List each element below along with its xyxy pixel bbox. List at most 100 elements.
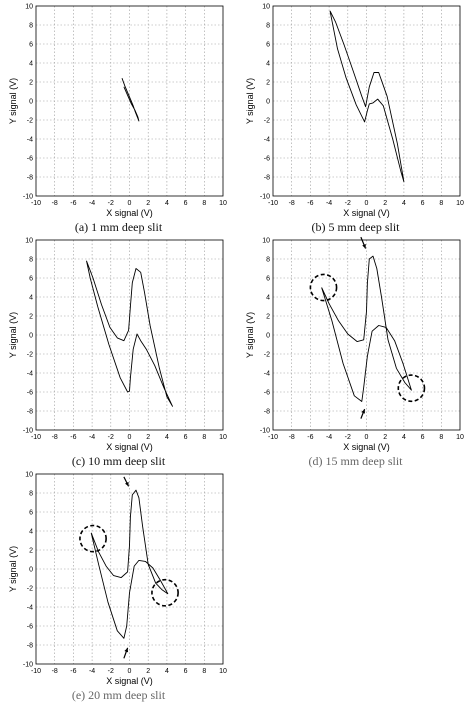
y-axis-label: Y signal (V) <box>8 312 18 358</box>
x-tick-label: 0 <box>128 200 132 207</box>
y-tick-label: -6 <box>264 156 270 163</box>
y-tick-label: 2 <box>29 548 33 555</box>
y-tick-label: -8 <box>27 643 33 650</box>
x-axis-label: X signal (V) <box>343 442 390 452</box>
x-tick-label: 8 <box>439 200 443 207</box>
x-tick-label: 8 <box>202 434 206 441</box>
y-tick-label: -6 <box>27 156 33 163</box>
series-line <box>321 255 412 402</box>
x-tick-label: -8 <box>52 200 58 207</box>
x-tick-label: 4 <box>402 200 406 207</box>
x-tick-label: -2 <box>108 434 114 441</box>
y-tick-label: -2 <box>27 586 33 593</box>
panel-caption: (c) 10 mm deep slit <box>71 454 166 468</box>
y-tick-label: -10 <box>23 662 33 669</box>
x-tick-label: 8 <box>202 200 206 207</box>
plot-frame <box>272 239 461 431</box>
x-tick-label: 10 <box>456 434 464 441</box>
highlight-circle <box>397 374 426 403</box>
x-tick-label: -4 <box>326 434 332 441</box>
y-tick-label: 10 <box>25 472 33 479</box>
x-axis-label: X signal (V) <box>343 208 390 218</box>
panel-caption: (d) 15 mm deep slit <box>308 454 403 468</box>
y-axis-label: Y signal (V) <box>245 312 255 358</box>
x-tick-label: 6 <box>184 434 188 441</box>
y-tick-label: -10 <box>23 194 33 201</box>
x-tick-label: 10 <box>456 200 464 207</box>
y-tick-label: -2 <box>264 352 270 359</box>
y-tick-label: 8 <box>29 257 33 264</box>
y-tick-label: 10 <box>25 4 33 11</box>
y-tick-label: 6 <box>29 42 33 49</box>
y-tick-label: -4 <box>264 371 270 378</box>
y-tick-label: 0 <box>29 99 33 106</box>
series-line <box>329 10 405 183</box>
x-axis-label: X signal (V) <box>106 442 153 452</box>
x-tick-label: 4 <box>402 434 406 441</box>
highlight-circle <box>309 273 338 302</box>
x-tick-label: -2 <box>345 200 351 207</box>
x-axis-label: X signal (V) <box>106 208 153 218</box>
highlight-circle <box>151 578 179 607</box>
panel-caption: (a) 1 mm deep slit <box>74 220 163 234</box>
y-tick-label: -10 <box>260 194 270 201</box>
y-tick-label: 0 <box>29 567 33 574</box>
highlight-circle <box>79 524 107 553</box>
y-tick-label: 2 <box>266 314 270 321</box>
panel-caption: (e) 20 mm deep slit <box>71 688 166 702</box>
plot-frame <box>35 5 224 197</box>
y-tick-label: 4 <box>29 61 33 68</box>
chart-d: -10 -8 -6 -4 -2 0 2 4 6 8 10 -10 -8 -6 -4 -2 0 2 4 6 8 10 X si… <box>245 236 464 452</box>
x-tick-label: 6 <box>184 200 188 207</box>
x-tick-label: -8 <box>289 434 295 441</box>
y-tick-label: -2 <box>264 118 270 125</box>
x-tick-label: 4 <box>165 668 169 675</box>
y-tick-label: -8 <box>264 409 270 416</box>
y-tick-label: -6 <box>27 624 33 631</box>
x-tick-label: 4 <box>165 434 169 441</box>
x-tick-label: 2 <box>146 668 150 675</box>
y-tick-label: -10 <box>23 428 33 435</box>
y-tick-label: 8 <box>266 257 270 264</box>
y-tick-label: 8 <box>266 23 270 30</box>
y-tick-label: 6 <box>266 276 270 283</box>
plot-frame <box>35 473 224 665</box>
panel-e: -10 -8 -6 -4 -2 0 2 4 6 8 10 -10 -8 -6 -4 -2 0 2 4 6 8 10 X si… <box>0 468 237 703</box>
arrow-head <box>362 244 366 249</box>
y-tick-label: -2 <box>27 352 33 359</box>
y-tick-label: -6 <box>264 390 270 397</box>
x-tick-label: -4 <box>89 668 95 675</box>
y-tick-label: 4 <box>266 61 270 68</box>
y-tick-label: -8 <box>264 175 270 182</box>
y-tick-label: 6 <box>29 276 33 283</box>
x-tick-label: 8 <box>202 668 206 675</box>
y-tick-label: -10 <box>260 428 270 435</box>
y-tick-label: 8 <box>29 491 33 498</box>
y-axis-label: Y signal (V) <box>8 546 18 592</box>
y-axis-label: Y signal (V) <box>245 78 255 124</box>
x-tick-label: 2 <box>146 434 150 441</box>
x-tick-label: -10 <box>31 668 41 675</box>
x-tick-label: -10 <box>31 434 41 441</box>
y-tick-label: 10 <box>262 4 270 11</box>
x-tick-label: -10 <box>268 200 278 207</box>
y-tick-label: -4 <box>264 137 270 144</box>
x-tick-label: 10 <box>219 434 227 441</box>
x-tick-label: -4 <box>89 434 95 441</box>
x-tick-label: -4 <box>89 200 95 207</box>
y-tick-label: -4 <box>27 371 33 378</box>
x-tick-label: -4 <box>326 200 332 207</box>
y-tick-label: 0 <box>266 333 270 340</box>
panel-caption: (b) 5 mm deep slit <box>311 220 400 234</box>
x-tick-label: 0 <box>365 200 369 207</box>
y-tick-label: 0 <box>266 99 270 106</box>
x-tick-label: -8 <box>289 200 295 207</box>
y-tick-label: 2 <box>29 314 33 321</box>
x-tick-label: 2 <box>146 200 150 207</box>
x-tick-label: -6 <box>307 434 313 441</box>
panel-d: -10 -8 -6 -4 -2 0 2 4 6 8 10 -10 -8 -6 -4 -2 0 2 4 6 8 10 X si… <box>237 234 474 468</box>
x-tick-label: -2 <box>108 668 114 675</box>
x-tick-label: -6 <box>70 434 76 441</box>
y-tick-label: -2 <box>27 118 33 125</box>
